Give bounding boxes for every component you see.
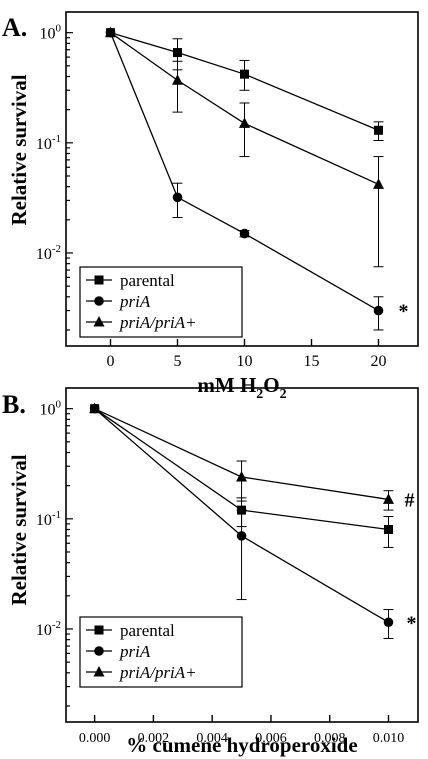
series-line bbox=[110, 32, 379, 185]
legend-label: parental bbox=[120, 621, 175, 640]
data-point bbox=[239, 228, 250, 239]
x-tick-label: 10 bbox=[237, 353, 253, 370]
series-line bbox=[110, 32, 379, 131]
significance-mark: # bbox=[404, 489, 414, 511]
x-tick-label: 20 bbox=[371, 353, 387, 370]
data-point bbox=[239, 117, 250, 128]
x-tick-label: 0.010 bbox=[373, 731, 405, 746]
legend-marker bbox=[93, 666, 105, 677]
legend-label: priA bbox=[119, 642, 151, 661]
legend-label: priA bbox=[119, 292, 151, 311]
series-circle bbox=[89, 403, 394, 639]
data-point bbox=[105, 26, 116, 38]
legend: parental priA priA/priA+ bbox=[79, 266, 243, 338]
y-axis-title: Relative survival bbox=[7, 454, 31, 605]
chart-panel-b: B. 0.000 0.002 0.004 0.006 0.008 0.010 100 10-1 1… bbox=[2, 387, 419, 757]
x-axis-title: % cumene hydroperoxide bbox=[126, 733, 357, 757]
legend-marker bbox=[94, 625, 104, 635]
legend-label: priA/priA+ bbox=[119, 313, 197, 332]
data-point bbox=[383, 617, 394, 628]
x-tick-label: 15 bbox=[304, 353, 320, 370]
series-triangle bbox=[89, 402, 394, 511]
legend-label: parental bbox=[120, 271, 175, 290]
data-point bbox=[240, 69, 249, 79]
data-point bbox=[383, 524, 393, 534]
x-tick-label: 5 bbox=[174, 353, 182, 370]
legend-box bbox=[79, 266, 243, 338]
series-line bbox=[109, 32, 379, 312]
y-tick-label: 10-1 bbox=[36, 509, 61, 529]
y-tick-label: 10-1 bbox=[36, 133, 61, 153]
x-tick-label: 0 bbox=[107, 353, 115, 370]
legend-box bbox=[79, 616, 243, 688]
data-point bbox=[373, 305, 384, 316]
plot-frame bbox=[65, 11, 419, 347]
y-tick-label: 100 bbox=[40, 399, 62, 419]
legend-label: priA/priA+ bbox=[119, 663, 197, 682]
legend-marker bbox=[93, 316, 105, 327]
legend: parental priA priA/priA+ bbox=[79, 616, 243, 688]
data-point bbox=[173, 48, 182, 58]
data-point bbox=[373, 178, 384, 189]
plot-frame bbox=[65, 387, 419, 723]
x-tick-label: 0.002 bbox=[138, 731, 170, 746]
x-tick-label: 0.008 bbox=[314, 731, 346, 746]
data-point bbox=[236, 470, 248, 482]
data-point bbox=[382, 493, 394, 504]
y-tick-label: 10-2 bbox=[36, 243, 61, 263]
x-tick-label: 0.006 bbox=[255, 731, 287, 746]
series-square bbox=[106, 28, 384, 141]
x-tick-label: 0.004 bbox=[196, 731, 228, 746]
y-axis-title: Relative survival bbox=[7, 74, 31, 225]
legend-marker bbox=[94, 646, 104, 656]
significance-mark: * bbox=[399, 301, 409, 323]
data-point bbox=[374, 125, 383, 135]
data-point bbox=[172, 192, 183, 203]
legend-marker bbox=[94, 296, 104, 306]
panel-label: B. bbox=[2, 390, 26, 419]
legend-marker bbox=[94, 275, 104, 285]
y-tick-label: 100 bbox=[40, 23, 62, 43]
data-point bbox=[89, 402, 101, 414]
x-axis-title: mM H2O2 bbox=[197, 373, 286, 402]
significance-mark: * bbox=[406, 612, 416, 634]
panel-label: A. bbox=[2, 13, 27, 42]
data-point bbox=[172, 74, 183, 85]
x-tick-label: 0.000 bbox=[79, 731, 111, 746]
data-point bbox=[236, 531, 247, 541]
series-triangle bbox=[105, 26, 384, 268]
y-tick-label: 10-2 bbox=[36, 619, 61, 639]
